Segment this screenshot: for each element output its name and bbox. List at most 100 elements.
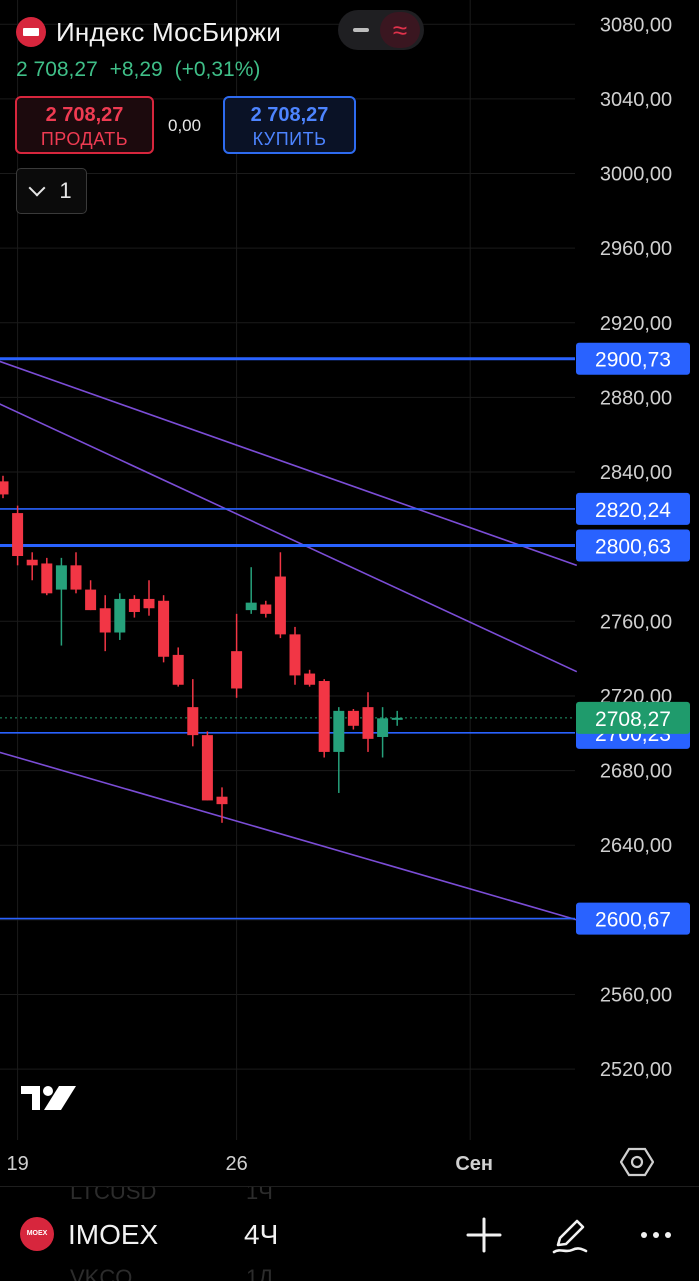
more-options-icon[interactable] xyxy=(636,1215,676,1255)
chart-grid xyxy=(0,0,575,1140)
price-tick-label: 2920,00 xyxy=(600,313,672,335)
price-tick-label: 2840,00 xyxy=(600,462,672,484)
price-tick-label: 2760,00 xyxy=(600,611,672,633)
candle-body xyxy=(85,589,97,611)
price-change: +8,29 xyxy=(109,58,163,81)
candle-body xyxy=(201,735,213,801)
candle-body xyxy=(347,710,359,726)
level-price-tag-text: 2600,67 xyxy=(595,909,671,932)
candle-body xyxy=(143,598,155,609)
instrument-title: Индекс МосБиржи xyxy=(56,16,281,47)
candle-body xyxy=(55,565,67,590)
candle-body xyxy=(289,634,301,676)
candle-body xyxy=(391,717,403,720)
time-tick-label: 26 xyxy=(225,1153,247,1175)
price-tick-label: 3000,00 xyxy=(600,164,672,186)
approx-wave-icon[interactable]: ≈ xyxy=(380,12,420,48)
price-tick-label: 2560,00 xyxy=(600,984,672,1006)
ghost-timeframe-above: 1Ч xyxy=(246,1186,273,1204)
candle-body xyxy=(99,608,111,633)
level-price-tag-text: 2820,24 xyxy=(595,499,671,522)
candle-body xyxy=(128,598,140,612)
candle-body xyxy=(318,681,330,752)
level-price-tag-bg xyxy=(576,902,690,935)
indicator-count: 1 xyxy=(59,178,72,203)
price-tick-label: 2640,00 xyxy=(600,835,672,857)
candle-body xyxy=(70,565,82,590)
buy-price: 2 708,27 xyxy=(250,104,329,126)
candle-body xyxy=(187,707,199,736)
level-price-tag-text: 2900,73 xyxy=(595,349,671,372)
time-tick-label: 19 xyxy=(6,1153,28,1175)
level-price-tag: 2820,24 xyxy=(576,492,690,525)
last-price: 2 708,27 xyxy=(16,58,98,81)
symbol-selector[interactable]: IMOEX xyxy=(68,1219,159,1250)
spread-value: 0,00 xyxy=(168,116,202,135)
time-tick-label: Сен xyxy=(455,1153,493,1175)
chart-settings-icon[interactable] xyxy=(620,1145,654,1179)
level-price-tag-text: 2800,63 xyxy=(595,536,671,559)
sell-label: ПРОДАТЬ xyxy=(40,129,129,149)
candle-body xyxy=(362,707,374,739)
candle-body xyxy=(333,710,345,752)
ghost-timeframe-below: 1Д xyxy=(246,1265,274,1281)
price-tick-label: 3040,00 xyxy=(600,89,672,111)
plus-icon[interactable] xyxy=(464,1215,504,1255)
price-axis: 3080,00 3040,00 3000,00 2960,00 2920,00 2880,… xyxy=(576,14,690,1081)
chevron-down-icon xyxy=(28,179,46,197)
timeframe-selector[interactable]: 4Ч xyxy=(244,1219,279,1250)
candle-body xyxy=(41,563,53,594)
chart-header: Индекс МосБиржи ≈ 2 708,27 +8,29 (+0,31%… xyxy=(0,0,580,220)
candle-body xyxy=(114,598,126,633)
buy-label: КУПИТЬ xyxy=(252,129,327,149)
trendlines xyxy=(0,360,578,921)
candle-body xyxy=(245,602,257,611)
time-axis: 19 26 Сен xyxy=(6,1153,493,1175)
buy-button[interactable]: 2 708,27 КУПИТЬ xyxy=(223,96,356,154)
level-price-tag-bg xyxy=(576,492,690,525)
level-price-tag: 2800,63 xyxy=(576,529,690,562)
candle-body xyxy=(26,559,38,566)
level-price-tag: 2900,73 xyxy=(576,342,690,375)
trendline xyxy=(0,751,578,921)
trendline xyxy=(0,403,578,673)
trendline xyxy=(0,360,578,567)
tradingview-logo-icon[interactable] xyxy=(20,1080,78,1114)
sell-price: 2 708,27 xyxy=(45,104,124,126)
candle-body xyxy=(12,513,24,557)
candles xyxy=(0,475,403,823)
price-tick-label: 2680,00 xyxy=(600,761,672,783)
russia-flag-icon xyxy=(16,17,46,47)
indicators-collapse-button[interactable]: 1 xyxy=(16,168,87,214)
level-price-tag: 2600,67 xyxy=(576,902,690,935)
candle-body xyxy=(216,796,228,805)
draw-pen-icon[interactable] xyxy=(550,1215,590,1255)
bottom-toolbar: LTCUSD 1Ч VKCO 1Д MOEX IMOEX 4Ч xyxy=(0,1186,699,1281)
candle-body xyxy=(377,718,389,737)
price-tick-label: 2960,00 xyxy=(600,238,672,260)
level-price-tag-bg xyxy=(576,342,690,375)
candle-body xyxy=(0,481,9,495)
sell-button[interactable]: 2 708,27 ПРОДАТЬ xyxy=(15,96,154,154)
moex-logo-icon: MOEX xyxy=(20,1217,54,1251)
price-tick-label: 2520,00 xyxy=(600,1059,672,1081)
current-price-tag-bg xyxy=(576,701,690,734)
quote-line: 2 708,27 +8,29 (+0,31%) xyxy=(16,58,266,82)
current-price-tag: 2708,27 xyxy=(576,701,690,734)
horizontal-lines xyxy=(0,357,575,920)
chart-mode-toggle[interactable]: ≈ xyxy=(338,10,424,50)
ghost-symbol-below: VKCO xyxy=(70,1265,133,1281)
candle-body xyxy=(231,651,243,689)
candle-body xyxy=(158,600,170,657)
price-change-percent: (+0,31%) xyxy=(174,58,261,81)
price-chart[interactable]: 3080,00 3040,00 3000,00 2960,00 2920,00 2880,… xyxy=(0,0,699,1185)
price-tick-label: 3080,00 xyxy=(600,14,672,36)
minus-icon[interactable] xyxy=(350,20,372,40)
candle-body xyxy=(304,673,316,685)
ghost-symbol-above: LTCUSD xyxy=(70,1186,157,1204)
price-tick-label: 2880,00 xyxy=(600,387,672,409)
current-price-tag-text: 2708,27 xyxy=(595,708,671,731)
candle-body xyxy=(172,654,184,685)
candle-body xyxy=(260,604,272,614)
candle-body xyxy=(274,576,286,635)
